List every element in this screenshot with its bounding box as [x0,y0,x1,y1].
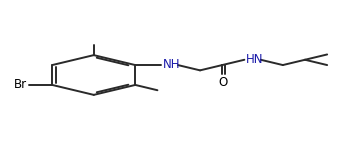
Text: O: O [218,76,228,88]
Text: Br: Br [14,78,28,92]
Text: HN: HN [246,52,263,66]
Text: NH: NH [163,58,180,71]
